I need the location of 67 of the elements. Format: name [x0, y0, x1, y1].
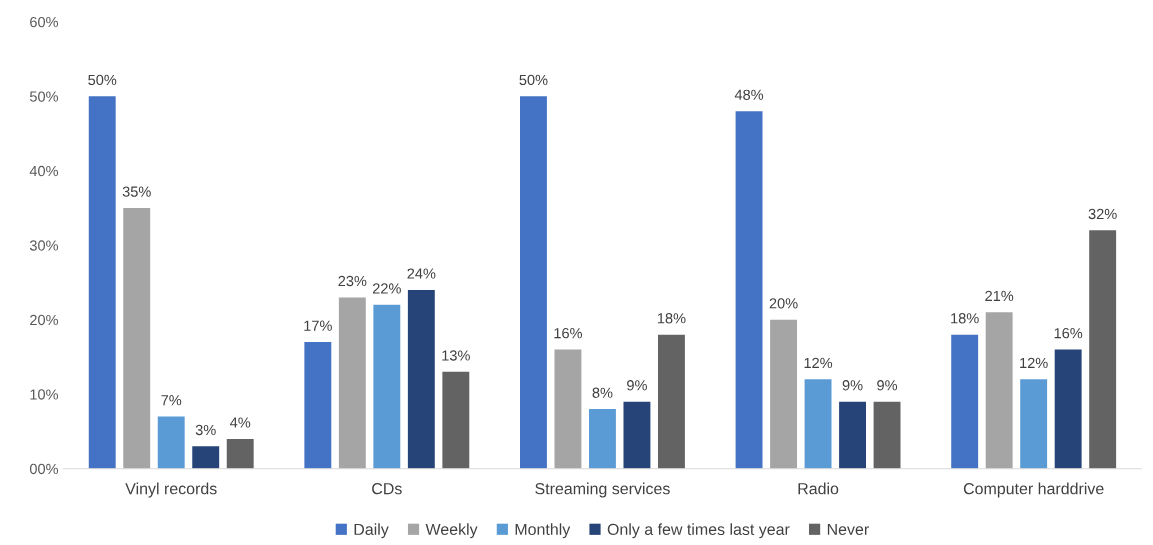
data-label: 20% — [769, 298, 798, 309]
bar — [1020, 379, 1048, 469]
x-tick-label: Computer harddrive — [963, 482, 1104, 498]
legend-label: Monthly — [515, 523, 571, 539]
x-tick-label: Streaming services — [535, 482, 670, 498]
y-tick-label: 60% — [30, 16, 59, 28]
bar — [839, 401, 867, 469]
bar — [657, 334, 685, 469]
bar — [338, 297, 366, 469]
bar — [804, 379, 832, 469]
bar — [157, 416, 185, 469]
bar — [588, 409, 616, 469]
bar — [873, 401, 901, 469]
x-tick-label: CDs — [372, 483, 402, 495]
data-label: 22% — [372, 283, 401, 294]
data-label: 23% — [338, 275, 367, 287]
y-tick-label: 10% — [30, 389, 59, 400]
data-label: 48% — [734, 89, 764, 100]
bar — [554, 349, 582, 469]
data-label: 7% — [161, 395, 182, 406]
bar — [407, 289, 435, 469]
bar — [192, 446, 220, 469]
bar — [1089, 230, 1117, 469]
y-tick-label: 00% — [29, 463, 59, 475]
x-tick-label: Vinyl records — [125, 482, 217, 498]
data-label: 32% — [1088, 208, 1117, 220]
y-tick-label: 50% — [29, 91, 59, 102]
data-label: 12% — [804, 357, 833, 369]
data-label: 18% — [657, 313, 686, 324]
data-label: 35% — [122, 186, 151, 197]
data-label: 12% — [1020, 357, 1048, 369]
y-tick-label: 20% — [30, 314, 59, 326]
bar — [123, 208, 151, 469]
bar — [88, 96, 116, 469]
bar — [442, 371, 470, 469]
data-label: 17% — [304, 320, 332, 331]
bar — [623, 401, 651, 469]
bar — [304, 342, 332, 469]
legend-label: Daily — [354, 523, 389, 539]
bar — [735, 111, 763, 469]
data-label: 16% — [554, 327, 583, 339]
data-label: 13% — [442, 350, 470, 361]
data-label: 9% — [842, 380, 863, 391]
bar — [226, 438, 254, 469]
data-label: 4% — [230, 417, 251, 428]
data-label: 3% — [195, 424, 216, 436]
data-label: 50% — [88, 74, 117, 86]
y-tick-label: 40% — [29, 165, 59, 177]
bar — [985, 312, 1013, 469]
data-label: 9% — [877, 380, 898, 391]
bar — [951, 334, 979, 469]
bar — [770, 319, 798, 469]
legend-label: Only a few times last year — [607, 523, 790, 539]
legend-label: Weekly — [425, 523, 478, 539]
data-label: 18% — [951, 313, 979, 324]
data-label: 9% — [627, 380, 647, 391]
y-tick-label: 30% — [29, 240, 59, 251]
bar — [1054, 349, 1082, 469]
data-label: 50% — [519, 74, 548, 86]
data-label: 8% — [592, 387, 613, 398]
data-label: 21% — [985, 290, 1014, 302]
bar — [519, 96, 547, 469]
legend-label: Never — [827, 523, 869, 536]
bar — [373, 304, 401, 469]
x-tick-label: Radio — [798, 482, 839, 495]
data-label: 16% — [1054, 327, 1083, 339]
data-label: 24% — [407, 268, 436, 279]
